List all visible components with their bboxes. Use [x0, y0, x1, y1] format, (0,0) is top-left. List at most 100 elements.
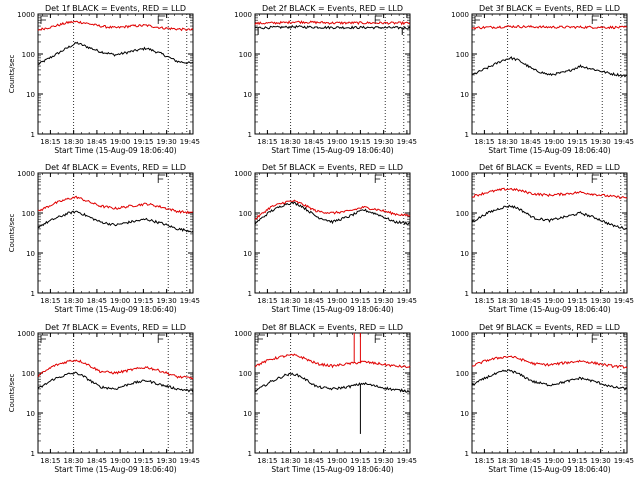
- x-tick-label: 19:00: [327, 297, 347, 305]
- x-tick-label: 19:15: [567, 297, 587, 305]
- x-tick-label: 19:30: [591, 457, 611, 465]
- y-tick-label: 10: [460, 410, 469, 418]
- x-tick-label: 18:30: [64, 297, 84, 305]
- x-tick-label: 18:15: [257, 297, 277, 305]
- series-lld-line: [38, 195, 194, 215]
- series-lld-line: [254, 20, 411, 26]
- x-tick-label: 19:15: [567, 457, 587, 465]
- x-tick-label: 18:30: [498, 457, 518, 465]
- plot-frame: [254, 332, 411, 454]
- y-tick-label: 100: [22, 370, 35, 378]
- x-tick-label: 18:45: [304, 297, 324, 305]
- x-tick-label: 19:15: [350, 457, 370, 465]
- corner-mark: [591, 15, 600, 24]
- corner-mark: [157, 334, 166, 343]
- series-events-line: [37, 371, 194, 393]
- x-tick-label: 18:15: [257, 457, 277, 465]
- corner-mark: [374, 334, 383, 343]
- y-tick-label: 1000: [234, 11, 252, 19]
- x-tick-label: 19:15: [350, 297, 370, 305]
- y-axis-label: Counts/sec: [8, 55, 16, 94]
- y-tick-label: 100: [239, 210, 252, 218]
- x-tick-label: 19:45: [397, 457, 417, 465]
- y-tick-label: 1000: [451, 170, 469, 178]
- x-tick-label: 19:00: [544, 138, 564, 146]
- series-events-line: [254, 24, 411, 30]
- y-tick-label: 10: [243, 410, 252, 418]
- y-tick-label: 1000: [234, 330, 252, 338]
- x-tick-label: 18:15: [474, 297, 494, 305]
- series-lld-line: [254, 353, 411, 369]
- x-tick-label: 19:45: [614, 297, 634, 305]
- x-tick-label: 18:45: [521, 457, 541, 465]
- x-axis-label: Start Time (15-Aug-09 18:06:40): [488, 465, 610, 474]
- panel-title: Det 6f BLACK = Events, RED = LLD: [479, 163, 620, 172]
- panel-title: Det 5f BLACK = Events, RED = LLD: [262, 163, 403, 172]
- x-tick-label: 18:45: [87, 138, 107, 146]
- x-axis-label: Start Time (15-Aug-09 18:06:40): [54, 146, 176, 155]
- series-lld-line: [471, 355, 628, 369]
- series-lld-line: [471, 187, 628, 199]
- x-tick-label: 19:15: [567, 138, 587, 146]
- panel-title: Det 1f BLACK = Events, RED = LLD: [45, 4, 186, 13]
- x-tick-label: 19:45: [180, 138, 200, 146]
- x-tick-label: 18:45: [87, 457, 107, 465]
- x-axis-label: Start Time (15-Aug-09 18:06:40): [271, 305, 393, 314]
- x-tick-label: 18:30: [498, 297, 518, 305]
- y-tick-label: 1000: [451, 11, 469, 19]
- x-tick-label: 19:00: [544, 457, 564, 465]
- y-tick-label: 10: [26, 410, 35, 418]
- y-tick-label: 1: [31, 450, 35, 458]
- x-axis-label: Start Time (15-Aug-09 18:06:40): [488, 146, 610, 155]
- x-tick-label: 19:00: [110, 138, 130, 146]
- plot-frame: [471, 332, 628, 454]
- x-tick-label: 18:15: [474, 138, 494, 146]
- y-tick-label: 100: [22, 210, 35, 218]
- series-lld-line: [37, 20, 194, 32]
- y-tick-label: 10: [460, 91, 469, 99]
- x-tick-label: 19:15: [133, 457, 153, 465]
- y-tick-label: 100: [456, 370, 469, 378]
- x-tick-label: 18:45: [521, 297, 541, 305]
- series-lld-line: [471, 24, 628, 30]
- x-tick-label: 19:30: [374, 457, 394, 465]
- x-tick-label: 19:30: [157, 138, 177, 146]
- series-lld-line: [254, 199, 411, 220]
- x-axis-label: Start Time (15-Aug-09 18:06:40): [488, 305, 610, 314]
- x-tick-label: 19:00: [110, 297, 130, 305]
- y-tick-label: 1: [465, 450, 469, 458]
- y-tick-label: 1: [248, 290, 252, 298]
- panel-title: Det 8f BLACK = Events, RED = LLD: [262, 323, 403, 332]
- series-events-line: [254, 372, 411, 393]
- y-tick-label: 1: [465, 290, 469, 298]
- y-axis-label: Counts/sec: [8, 214, 16, 253]
- corner-mark: [257, 334, 265, 343]
- series-events-line: [37, 210, 194, 233]
- y-tick-label: 1000: [17, 170, 35, 178]
- plot-frame: [37, 172, 194, 294]
- corner-mark: [374, 174, 383, 183]
- panel-title: Det 9f BLACK = Events, RED = LLD: [479, 323, 620, 332]
- x-tick-label: 18:15: [257, 138, 277, 146]
- x-tick-label: 19:30: [591, 138, 611, 146]
- x-tick-label: 19:00: [327, 138, 347, 146]
- x-tick-label: 18:45: [304, 138, 324, 146]
- x-tick-label: 19:15: [133, 297, 153, 305]
- y-tick-label: 10: [460, 250, 469, 258]
- corner-mark: [40, 334, 48, 343]
- x-tick-label: 19:45: [614, 457, 634, 465]
- panel-det-3: Det 3f BLACK = Events, RED = LLD 1 10 100 10…: [451, 4, 634, 155]
- panel-title: Det 3f BLACK = Events, RED = LLD: [479, 4, 620, 13]
- series-events-line: [37, 41, 194, 65]
- panel-det-8: Det 8f BLACK = Events, RED = LLD 1 10 100 10…: [234, 323, 417, 474]
- panel-title: Det 4f BLACK = Events, RED = LLD: [45, 163, 186, 172]
- panel-det-9: Det 9f BLACK = Events, RED = LLD 1 10 100 10…: [451, 323, 634, 474]
- series-events-line: [471, 56, 628, 78]
- y-tick-label: 100: [239, 370, 252, 378]
- x-axis-label: Start Time (15-Aug-09 18:06:40): [271, 146, 393, 155]
- y-tick-label: 100: [456, 51, 469, 59]
- y-tick-label: 1000: [451, 330, 469, 338]
- x-tick-label: 19:45: [397, 297, 417, 305]
- y-tick-label: 10: [243, 250, 252, 258]
